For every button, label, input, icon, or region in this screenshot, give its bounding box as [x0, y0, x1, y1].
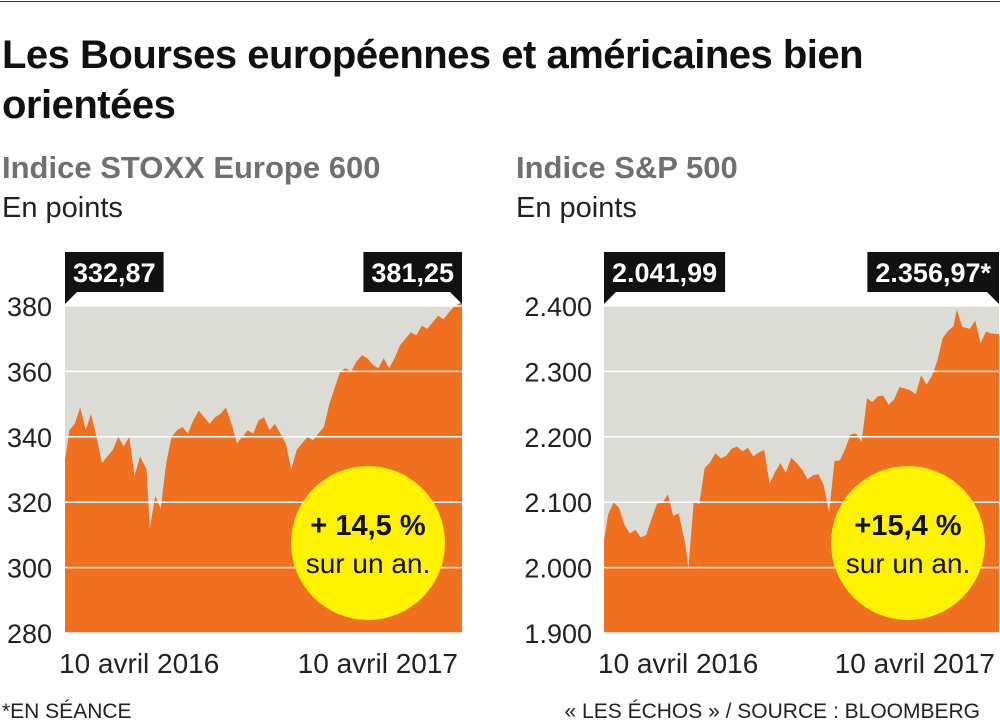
sp500-y-tick-label: 2.400 — [524, 292, 592, 322]
sp500-performance-badge — [831, 466, 985, 620]
stoxx-y-tick-label: 280 — [7, 619, 52, 649]
stoxx-end-value-callout: 381,25 — [363, 252, 462, 304]
stoxx-y-tick-label: 320 — [7, 488, 52, 518]
sp500-end-value-callout: 2.356,97* — [867, 252, 999, 304]
sp500-end-value-box — [867, 252, 999, 292]
stoxx-start-value-callout: 332,87 — [65, 252, 164, 304]
sp500-chart-title: Indice S&P 500 — [516, 150, 738, 185]
stoxx-y-tick-label: 360 — [7, 357, 52, 387]
stoxx-start-value-label: 332,87 — [73, 258, 156, 288]
footnote: *EN SÉANCE — [2, 700, 132, 723]
sp500-y-tick-label: 2.300 — [524, 357, 592, 387]
top-rule — [0, 1, 1000, 2]
sp500-y-tick-label: 1.900 — [524, 619, 592, 649]
page-title: Les Bourses européennes et américaines b… — [2, 33, 864, 127]
sp500-x-tick-label: 10 avril 2017 — [835, 648, 995, 679]
stoxx-end-value-box — [363, 252, 462, 292]
sp500-end-value-pointer — [987, 292, 999, 304]
stoxx-end-value-label: 381,25 — [371, 258, 454, 288]
sp500-y-tick-label: 2.000 — [524, 554, 592, 584]
source-credit: « LES ÉCHOS » / SOURCE : BLOOMBERG — [564, 700, 980, 723]
stoxx-y-tick-label: 340 — [7, 423, 52, 453]
sp500-start-value-pointer — [604, 292, 616, 304]
sp500-x-tick-label: 10 avril 2016 — [598, 648, 758, 679]
stoxx-performance-badge — [291, 466, 445, 620]
stoxx-y-tick-label: 380 — [7, 292, 52, 322]
sp500-start-value-callout: 2.041,99 — [604, 252, 726, 304]
stoxx-y-tick-label: 300 — [7, 554, 52, 584]
stoxx-badge-caption: sur un an. — [306, 548, 431, 579]
sp500-badge-caption: sur un an. — [846, 548, 971, 579]
sp500-start-value-box — [604, 252, 726, 292]
stoxx-start-value-pointer — [65, 292, 77, 304]
sp500-badge-percent: +15,4 % — [854, 510, 961, 542]
sp500-end-value-label: 2.356,97* — [875, 258, 991, 288]
stoxx-chart-title: Indice STOXX Europe 600 — [2, 150, 381, 185]
stoxx-x-tick-label: 10 avril 2017 — [298, 648, 458, 679]
stoxx-start-value-box — [65, 252, 164, 292]
stoxx-unit-label: En points — [2, 192, 123, 224]
stoxx-x-tick-label: 10 avril 2016 — [59, 648, 219, 679]
sp500-unit-label: En points — [516, 192, 637, 224]
sp500-start-value-label: 2.041,99 — [612, 258, 717, 288]
stoxx-badge-percent: + 14,5 % — [310, 510, 425, 542]
stoxx-end-value-pointer — [450, 292, 462, 304]
sp500-y-tick-label: 2.200 — [524, 423, 592, 453]
sp500-y-tick-label: 2.100 — [524, 488, 592, 518]
